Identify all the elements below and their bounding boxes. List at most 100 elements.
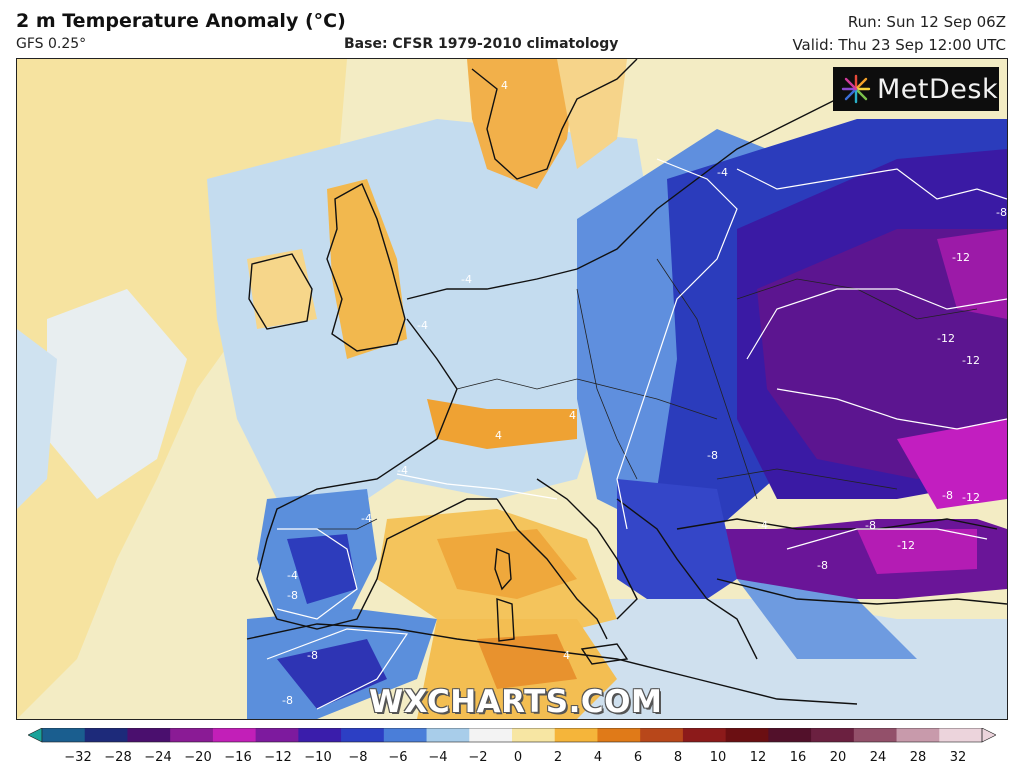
coast-italy-west xyxy=(496,498,608,640)
colorbar-tick-label: −16 xyxy=(224,750,252,765)
contour-label: -12 xyxy=(952,251,970,264)
colorbar-tick-label: −24 xyxy=(144,750,172,765)
contour-label: -4 xyxy=(287,569,298,582)
colorbar-max-arrow xyxy=(981,727,997,743)
contour-label: -4 xyxy=(397,464,408,477)
colorbar-segment xyxy=(554,728,598,742)
contour-minus-8-north xyxy=(736,168,1007,200)
colorbar-segment xyxy=(939,728,983,742)
colorbar-tick-label: −32 xyxy=(64,750,92,765)
colorbar-segment xyxy=(255,728,299,742)
colorbar-tick-label: 20 xyxy=(829,750,847,765)
atlantic-pale-area xyxy=(47,289,187,499)
coast-sicily xyxy=(580,643,629,665)
contour-label: -8 xyxy=(942,489,953,502)
anomaly-map[interactable]: -4 -4 -4 -4 -4 -4 -4 4 4 4 4 -8 -8 -8 -8… xyxy=(16,58,1008,720)
colorbar-segment xyxy=(811,728,855,742)
magenta-patch-south xyxy=(897,419,1007,509)
contour-label: 4 xyxy=(569,409,576,422)
colorbar-min-arrow xyxy=(27,727,43,743)
ireland-yellow xyxy=(247,249,317,329)
contour-minus-4-iberia xyxy=(276,528,358,620)
run-time-label: Run: Sun 12 Sep 06Z xyxy=(847,13,1006,31)
turkey-magenta xyxy=(857,529,977,574)
contour-label: -12 xyxy=(962,354,980,367)
colorbar-segment xyxy=(127,728,171,742)
coast-sardinia xyxy=(496,598,515,642)
balkans-blue xyxy=(617,479,737,619)
contour-label: 4 xyxy=(501,79,508,92)
colorbar-frame xyxy=(41,727,983,743)
metdesk-logo-text: MetDesk xyxy=(877,73,999,105)
contour-minus-12-north xyxy=(746,288,1007,360)
anomaly-map-canvas: -4 -4 -4 -4 -4 -4 -4 4 4 4 4 -8 -8 -8 -8… xyxy=(17,59,1007,719)
contour-label: -12 xyxy=(937,332,955,345)
coast-italy-east xyxy=(536,478,638,620)
contour-label: -8 xyxy=(307,649,318,662)
contour-minus-8-atlas xyxy=(266,628,409,710)
contour-label-group: -4 -4 -4 -4 -4 -4 -4 4 4 4 4 -8 -8 -8 -8… xyxy=(282,79,1007,707)
colorbar-tick-label: 2 xyxy=(553,750,563,765)
colorbar-tick-label: 24 xyxy=(869,750,887,765)
colorbar-segment xyxy=(896,728,940,742)
colorbar-segment xyxy=(298,728,342,742)
coast-corsica xyxy=(494,547,512,591)
north-africa-orange xyxy=(477,634,577,689)
contour-label: 4 xyxy=(495,429,502,442)
colorbar-tick-label: 0 xyxy=(513,750,523,765)
colorbar-tick-label: −20 xyxy=(184,750,212,765)
scandinavia-yellow xyxy=(557,59,627,169)
colorbar-tick-label: −4 xyxy=(428,750,448,765)
contour-label: -12 xyxy=(962,491,980,504)
colorbar-segment xyxy=(512,728,556,742)
metdesk-burst-icon xyxy=(841,74,871,104)
contour-label: -4 xyxy=(417,319,428,332)
colorbar-tick-label: 8 xyxy=(673,750,683,765)
border-central xyxy=(456,378,718,420)
coast-baltic-north xyxy=(406,98,838,300)
colorbar-segment xyxy=(597,728,641,742)
coast-balkans xyxy=(616,498,758,660)
colorbar-tick-label: −8 xyxy=(348,750,368,765)
coast-anatolia-north xyxy=(716,578,1007,605)
colorbar-segment xyxy=(469,728,513,742)
contour-minus-4-alps xyxy=(396,473,558,500)
coast-north-africa xyxy=(246,623,858,705)
colorbar-tick-label: 28 xyxy=(909,750,927,765)
contour-label: -8 xyxy=(865,519,876,532)
atlantic-blue-patch xyxy=(17,329,57,509)
metdesk-logo: MetDesk xyxy=(833,67,999,111)
contour-label: -8 xyxy=(287,589,298,602)
contour-minus-8-turkey xyxy=(786,528,988,550)
colorbar-segment xyxy=(383,728,428,742)
britain-orange xyxy=(327,179,407,359)
colorbar-tick-label: −12 xyxy=(264,750,292,765)
contour-label: -8 xyxy=(282,694,293,707)
magenta-patch-north xyxy=(937,229,1007,319)
coastlines xyxy=(246,59,1007,705)
colorbar-segment xyxy=(84,728,128,742)
colorbar-segment xyxy=(853,728,898,742)
border-east xyxy=(656,258,758,500)
colorbar-segment xyxy=(212,728,257,742)
contour-label: -4 xyxy=(717,166,728,179)
iberia-deep-blue xyxy=(287,534,357,604)
contour-label: -8 xyxy=(817,559,828,572)
contour-label: -4 xyxy=(461,273,472,286)
russia-purple xyxy=(757,229,1007,479)
colorbar-tick-label: 32 xyxy=(949,750,967,765)
alps-orange xyxy=(427,399,577,449)
colorbar-strip xyxy=(27,727,997,743)
colorbar-segment xyxy=(768,728,812,742)
colorbar-segment xyxy=(426,728,470,742)
coast-black-sea-north xyxy=(676,518,998,530)
colorbar-tick-label: 12 xyxy=(749,750,767,765)
contour-label: -12 xyxy=(897,539,915,552)
colorbar-tick-label: −6 xyxy=(388,750,408,765)
coast-ireland xyxy=(248,253,313,330)
coast-scandinavia xyxy=(471,59,638,180)
colorbar-tick-label: −28 xyxy=(104,750,132,765)
contour-minus-12-south xyxy=(776,388,1007,430)
contour-label: 4 xyxy=(563,649,570,662)
wxcharts-watermark: WXCHARTS.COM xyxy=(369,684,663,720)
